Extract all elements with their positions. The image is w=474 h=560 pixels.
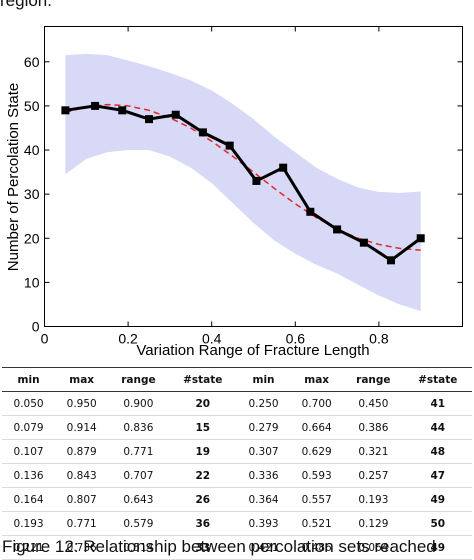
header-state: #state	[403, 367, 472, 392]
table-cell: 0.107	[2, 439, 56, 464]
table-cell: 0.450	[343, 391, 404, 416]
table-cell: 47	[403, 463, 472, 488]
y-axis-label: Number of Percolation State	[5, 83, 22, 271]
x-tick-label: 0.2	[118, 331, 138, 347]
plot-frame	[44, 26, 463, 327]
table-cell: 0.950	[55, 391, 109, 416]
data-point-marker	[416, 234, 425, 243]
table-cell: 20	[168, 391, 237, 416]
y-tick-label: 0	[32, 319, 40, 335]
table-cell: 0.771	[55, 511, 109, 536]
table-cell: 49	[403, 487, 472, 512]
table-cell: 0.307	[236, 439, 291, 464]
table-cell: 0.164	[2, 487, 56, 512]
table-cell: 0.279	[236, 415, 291, 440]
data-point-marker	[306, 207, 315, 216]
table-cell: 22	[168, 463, 237, 488]
confidence-band	[65, 53, 421, 312]
table-cell: 15	[168, 415, 237, 440]
table-cell: 0.079	[2, 415, 56, 440]
table-cell: 0.393	[236, 511, 291, 536]
table-cell: 0.879	[55, 439, 109, 464]
header-state: #state	[168, 367, 237, 392]
table-cell: 0.386	[343, 415, 404, 440]
table-cell: 19	[168, 439, 237, 464]
table-row: 0.193 0.771 0.579 36 0.393 0.521 0.129 50	[2, 511, 472, 536]
page-text-fragment: region.	[0, 0, 52, 10]
table-row: 0.079 0.914 0.836 15 0.279 0.664 0.386 44	[2, 415, 472, 440]
x-tick-label: 0	[41, 331, 49, 347]
x-tick-label: 0.8	[369, 331, 389, 347]
data-point-marker	[333, 225, 342, 234]
data-point-marker	[145, 115, 153, 124]
table-cell: 0.707	[108, 463, 169, 488]
header-min: min	[2, 367, 56, 392]
data-point-marker	[387, 256, 396, 265]
header-min: min	[236, 367, 291, 392]
y-tick-label: 30	[24, 186, 40, 202]
table-cell: 0.807	[55, 487, 109, 512]
table-cell: 0.629	[290, 439, 344, 464]
table-cell: 0.364	[236, 487, 291, 512]
table-cell: 0.250	[236, 391, 291, 416]
line-chart: 0 0.2 0.4 0.6 0.8 0 10 20 30 40 50 60 Variation Ra…	[5, 26, 463, 359]
header-range: range	[108, 367, 169, 392]
table-cell: 0.129	[343, 511, 404, 536]
x-tick-label: 0.4	[202, 331, 222, 347]
table-cell: 0.700	[290, 391, 344, 416]
table-cell: 50	[403, 511, 472, 536]
table-cell: 36	[168, 511, 237, 536]
table-cell: 41	[403, 391, 472, 416]
table-cell: 0.643	[108, 487, 169, 512]
data-point-marker	[91, 101, 100, 110]
table-cell: 0.521	[290, 511, 344, 536]
table-cell: 0.257	[343, 463, 404, 488]
table-cell: 0.193	[343, 487, 404, 512]
table-row: 0.136 0.843 0.707 22 0.336 0.593 0.257 47	[2, 463, 472, 488]
header-max: max	[55, 367, 109, 392]
data-point-marker	[198, 128, 207, 137]
data-point-marker	[225, 141, 234, 150]
table-cell: 0.900	[108, 391, 169, 416]
y-tick-label: 60	[24, 54, 40, 70]
y-tick-label: 50	[24, 98, 40, 114]
table-cell: 48	[403, 439, 472, 464]
table-cell: 0.557	[290, 487, 344, 512]
data-point-marker	[171, 110, 180, 119]
y-tick-label: 40	[24, 142, 40, 158]
table-cell: 0.771	[108, 439, 169, 464]
data-point-marker	[252, 176, 261, 185]
table-cell: 0.836	[108, 415, 169, 440]
table-cell: 0.193	[2, 511, 56, 536]
table-cell: 0.136	[2, 463, 56, 488]
data-point-marker	[359, 238, 368, 247]
table-cell: 0.914	[55, 415, 109, 440]
table-row: 0.164 0.807 0.643 26 0.364 0.557 0.193 49	[2, 487, 472, 512]
table-row: 0.050 0.950 0.900 20 0.250 0.700 0.450 41	[2, 391, 472, 416]
header-max: max	[290, 367, 344, 392]
caption-fragment: Figure 12: Relationship between percolat…	[2, 537, 436, 556]
table-cell: 0.050	[2, 391, 56, 416]
y-tick-label: 20	[24, 230, 40, 246]
table-cell: 26	[168, 487, 237, 512]
table-cell: 0.593	[290, 463, 344, 488]
table-cell: 44	[403, 415, 472, 440]
data-point-marker	[61, 106, 70, 115]
data-point-marker	[279, 163, 288, 172]
data-series-line	[65, 104, 422, 263]
table-cell: 0.579	[108, 511, 169, 536]
data-table: min max range #state min max range #stat…	[2, 367, 472, 560]
table-row: 0.107 0.879 0.771 19 0.307 0.629 0.321 48	[2, 439, 472, 464]
x-tick-label: 0.6	[286, 331, 306, 347]
x-axis-label: Variation Range of Fracture Length	[136, 342, 369, 359]
y-tick-label: 10	[24, 274, 40, 290]
header-range: range	[343, 367, 404, 392]
table-header-row: min max range #state min max range #stat…	[2, 367, 472, 392]
table-cell: 0.664	[290, 415, 344, 440]
table-cell: 0.843	[55, 463, 109, 488]
data-point-marker	[118, 106, 127, 115]
table-cell: 0.336	[236, 463, 291, 488]
table-cell: 0.321	[343, 439, 404, 464]
